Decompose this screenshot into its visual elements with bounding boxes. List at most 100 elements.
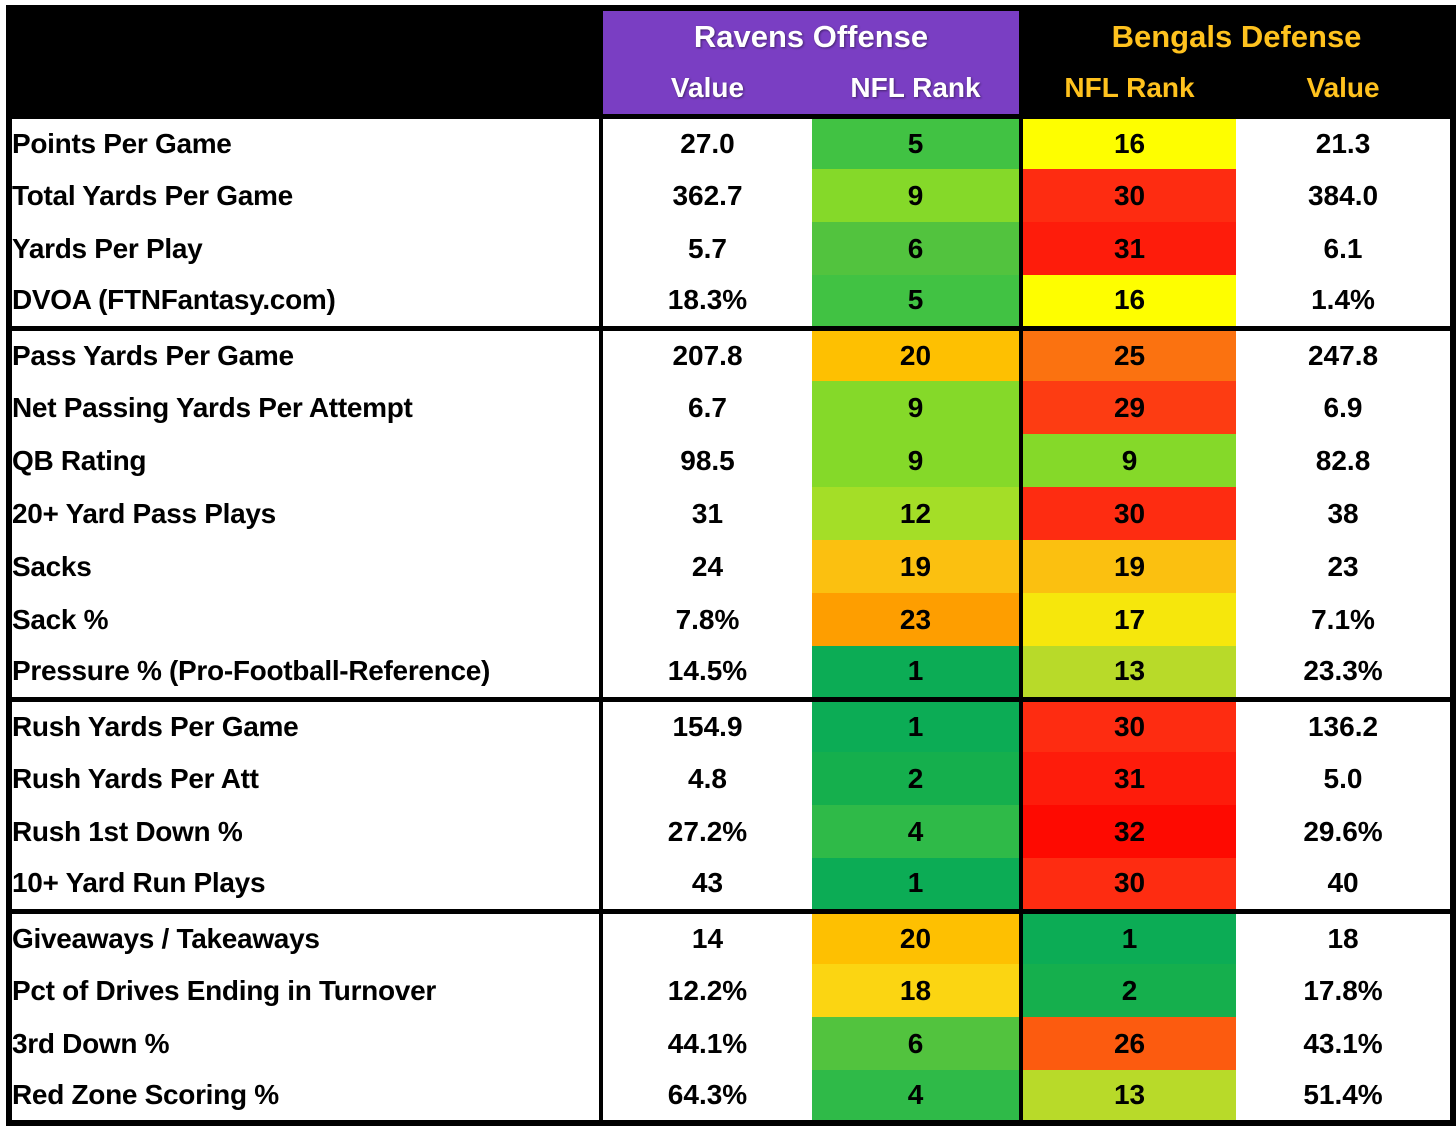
defense-rank: 16 — [1021, 113, 1237, 169]
ravens-rank-column-header: NFL Rank — [812, 62, 1024, 116]
column-header-row: Value NFL Rank NFL Rank Value — [9, 62, 1454, 116]
defense-value: 23.3% — [1236, 646, 1454, 702]
table-row: Giveaways / Takeaways 14 20 1 18 — [9, 911, 1454, 964]
offense-rank: 9 — [812, 434, 1024, 487]
offense-value: 362.7 — [601, 169, 812, 222]
stat-label: Pressure % (Pro-Football-Reference) — [9, 646, 603, 702]
offense-value: 14 — [601, 911, 812, 964]
offense-rank: 6 — [812, 1017, 1024, 1070]
table-row: Pressure % (Pro-Football-Reference) 14.5%… — [9, 646, 1454, 702]
stat-label: Pass Yards Per Game — [9, 328, 603, 381]
defense-value: 43.1% — [1236, 1017, 1454, 1070]
defense-rank: 30 — [1021, 699, 1237, 752]
stat-label: Rush 1st Down % — [9, 805, 603, 858]
defense-value: 5.0 — [1236, 752, 1454, 805]
offense-value: 43 — [601, 858, 812, 914]
defense-value: 17.8% — [1236, 964, 1454, 1017]
defense-value: 82.8 — [1236, 434, 1454, 487]
defense-rank: 26 — [1021, 1017, 1237, 1070]
offense-value: 4.8 — [601, 752, 812, 805]
defense-rank: 13 — [1021, 1070, 1237, 1123]
stat-label: Yards Per Play — [9, 222, 603, 275]
defense-value: 29.6% — [1236, 805, 1454, 858]
table-row: Yards Per Play 5.7 6 31 6.1 — [9, 222, 1454, 275]
offense-value: 27.2% — [601, 805, 812, 858]
defense-value: 136.2 — [1236, 699, 1454, 752]
table-header: Ravens Offense Bengals Defense Value NFL… — [9, 5, 1454, 116]
defense-rank: 30 — [1021, 858, 1237, 914]
team-header-row: Ravens Offense Bengals Defense — [9, 5, 1454, 116]
offense-rank: 12 — [812, 487, 1024, 540]
table-row: Red Zone Scoring % 64.3% 4 13 51.4% — [9, 1070, 1454, 1123]
offense-rank: 5 — [812, 113, 1024, 169]
defense-value: 40 — [1236, 858, 1454, 914]
defense-value: 6.1 — [1236, 222, 1454, 275]
offense-rank: 6 — [812, 222, 1024, 275]
stat-label: Sack % — [9, 593, 603, 646]
stat-label: DVOA (FTNFantasy.com) — [9, 275, 603, 331]
stat-label: 20+ Yard Pass Plays — [9, 487, 603, 540]
offense-rank: 4 — [812, 805, 1024, 858]
stat-label: 3rd Down % — [9, 1017, 603, 1070]
stat-label: Points Per Game — [9, 113, 603, 169]
offense-value: 64.3% — [601, 1070, 812, 1123]
offense-value: 98.5 — [601, 434, 812, 487]
stat-label: Giveaways / Takeaways — [9, 911, 603, 964]
table-row: QB Rating 98.5 9 9 82.8 — [9, 434, 1454, 487]
stat-label: Total Yards Per Game — [9, 169, 603, 222]
defense-value: 384.0 — [1236, 169, 1454, 222]
offense-value: 44.1% — [601, 1017, 812, 1070]
defense-value: 6.9 — [1236, 381, 1454, 434]
defense-value: 247.8 — [1236, 328, 1454, 381]
offense-rank: 2 — [812, 752, 1024, 805]
offense-rank: 20 — [812, 328, 1024, 381]
offense-rank: 4 — [812, 1070, 1024, 1123]
stat-label: Net Passing Yards Per Attempt — [9, 381, 603, 434]
offense-rank: 18 — [812, 964, 1024, 1017]
table-row: Total Yards Per Game 362.7 9 30 384.0 — [9, 169, 1454, 222]
offense-value: 5.7 — [601, 222, 812, 275]
defense-value: 1.4% — [1236, 275, 1454, 331]
defense-value: 7.1% — [1236, 593, 1454, 646]
defense-rank: 16 — [1021, 275, 1237, 331]
bengals-defense-header: Bengals Defense — [1021, 8, 1454, 62]
table-row: Rush Yards Per Att 4.8 2 31 5.0 — [9, 752, 1454, 805]
offense-value: 14.5% — [601, 646, 812, 702]
defense-rank: 2 — [1021, 964, 1237, 1017]
table-row: Rush 1st Down % 27.2% 4 32 29.6% — [9, 805, 1454, 858]
offense-rank: 9 — [812, 169, 1024, 222]
table-row: Rush Yards Per Game 154.9 1 30 136.2 — [9, 699, 1454, 752]
defense-value: 18 — [1236, 911, 1454, 964]
offense-rank: 5 — [812, 275, 1024, 331]
offense-rank: 20 — [812, 911, 1024, 964]
offense-value: 154.9 — [601, 699, 812, 752]
stat-label: Rush Yards Per Att — [9, 752, 603, 805]
defense-value: 21.3 — [1236, 113, 1454, 169]
table-row: DVOA (FTNFantasy.com) 18.3% 5 16 1.4% — [9, 275, 1454, 331]
stats-table-body: Points Per Game 27.0 5 16 21.3 Total Yards Pe… — [9, 113, 1454, 1123]
defense-rank: 31 — [1021, 222, 1237, 275]
table-row: Points Per Game 27.0 5 16 21.3 — [9, 113, 1454, 169]
offense-rank: 1 — [812, 699, 1024, 752]
table-row: 20+ Yard Pass Plays 31 12 30 38 — [9, 487, 1454, 540]
offense-value: 207.8 — [601, 328, 812, 381]
offense-value: 12.2% — [601, 964, 812, 1017]
offense-value: 31 — [601, 487, 812, 540]
defense-rank: 32 — [1021, 805, 1237, 858]
defense-rank: 9 — [1021, 434, 1237, 487]
defense-value: 23 — [1236, 540, 1454, 593]
stat-label: Sacks — [9, 540, 603, 593]
table-row: 10+ Yard Run Plays 43 1 30 40 — [9, 858, 1454, 914]
stat-label: Pct of Drives Ending in Turnover — [9, 964, 603, 1017]
bengals-value-column-header: Value — [1236, 62, 1454, 116]
defense-rank: 30 — [1021, 487, 1237, 540]
table-row: Pct of Drives Ending in Turnover 12.2% 18 2… — [9, 964, 1454, 1017]
defense-rank: 25 — [1021, 328, 1237, 381]
defense-rank: 30 — [1021, 169, 1237, 222]
offense-value: 18.3% — [601, 275, 812, 331]
offense-value: 24 — [601, 540, 812, 593]
bengals-rank-column-header: NFL Rank — [1021, 62, 1237, 116]
ravens-value-column-header: Value — [599, 62, 812, 116]
stat-label: 10+ Yard Run Plays — [9, 858, 603, 914]
